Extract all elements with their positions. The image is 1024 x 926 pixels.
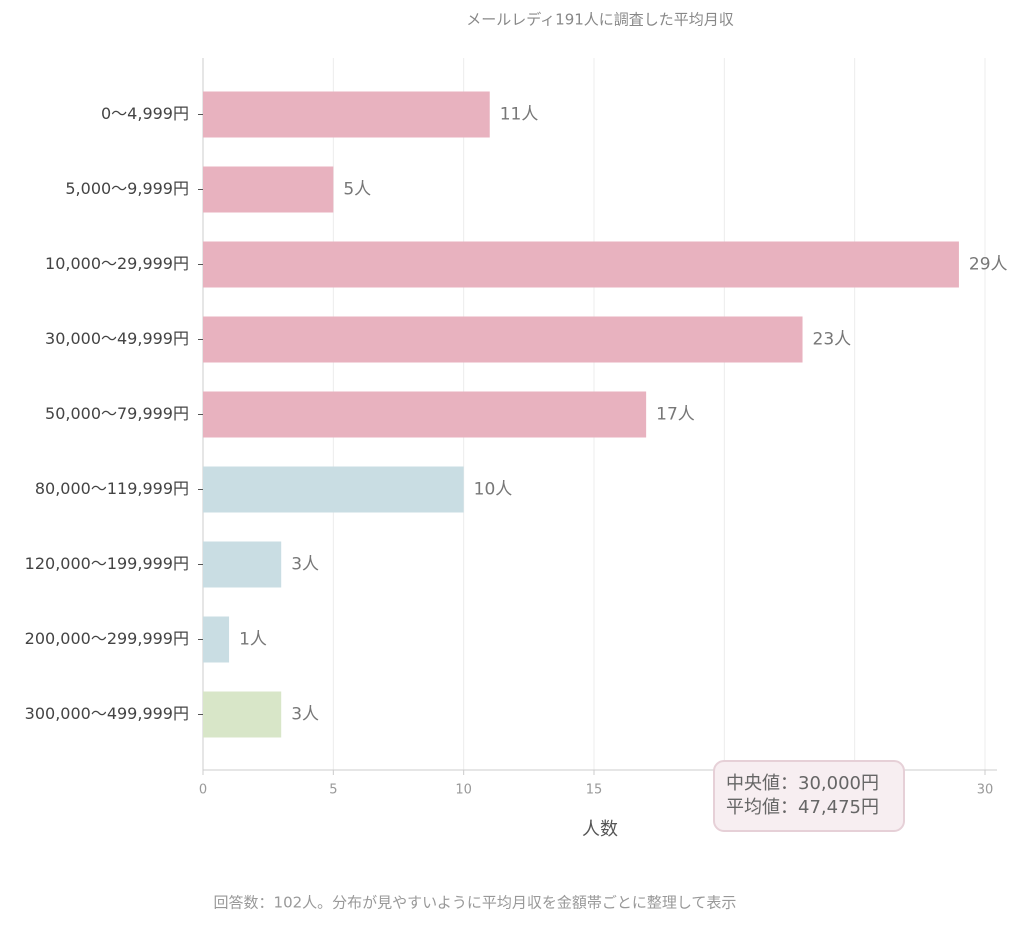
annotation-box xyxy=(713,760,905,832)
bar xyxy=(203,691,282,738)
value-label: 3人 xyxy=(291,555,319,575)
y-tick-label: 30,000〜49,999円 xyxy=(45,329,189,348)
x-tick-label: 10 xyxy=(455,783,472,798)
y-tick-label: 50,000〜79,999円 xyxy=(45,404,189,423)
chart-title: メールレディ191人に調査した平均月収 xyxy=(466,11,734,29)
x-tick-label: 5 xyxy=(329,783,337,798)
value-label: 1人 xyxy=(239,630,267,650)
value-label: 29人 xyxy=(969,255,1008,275)
value-label: 5人 xyxy=(343,180,371,200)
bar xyxy=(203,466,464,513)
bar xyxy=(203,616,230,663)
y-tick-label: 80,000〜119,999円 xyxy=(35,479,189,498)
value-label: 3人 xyxy=(291,705,319,725)
y-tick-label: 5,000〜9,999円 xyxy=(65,179,189,198)
value-label: 10人 xyxy=(474,480,513,500)
bar xyxy=(203,166,334,213)
y-tick-label: 300,000〜499,999円 xyxy=(25,704,189,723)
bar xyxy=(203,391,647,438)
footnote: 回答数：102人。分布が見やすいように平均月収を金額帯ごとに整理して表示 xyxy=(214,894,737,912)
y-tick-label: 200,000〜299,999円 xyxy=(25,629,189,648)
x-axis-label: 人数 xyxy=(582,819,618,840)
y-tick-label: 0〜4,999円 xyxy=(101,104,189,123)
x-tick-label: 30 xyxy=(977,783,994,798)
bar xyxy=(203,316,803,363)
x-tick-label: 15 xyxy=(586,783,603,798)
bar xyxy=(203,241,959,288)
y-tick-label: 120,000〜199,999円 xyxy=(25,554,189,573)
value-label: 11人 xyxy=(500,105,539,125)
y-tick-label: 10,000〜29,999円 xyxy=(45,254,189,273)
annotation-text: 中央値：30,000円 xyxy=(726,773,879,794)
x-tick-label: 0 xyxy=(199,783,207,798)
value-label: 23人 xyxy=(813,330,852,350)
bar xyxy=(203,541,282,588)
value-label: 17人 xyxy=(656,405,695,425)
bar xyxy=(203,91,490,138)
annotation-text: 平均値：47,475円 xyxy=(726,797,879,818)
